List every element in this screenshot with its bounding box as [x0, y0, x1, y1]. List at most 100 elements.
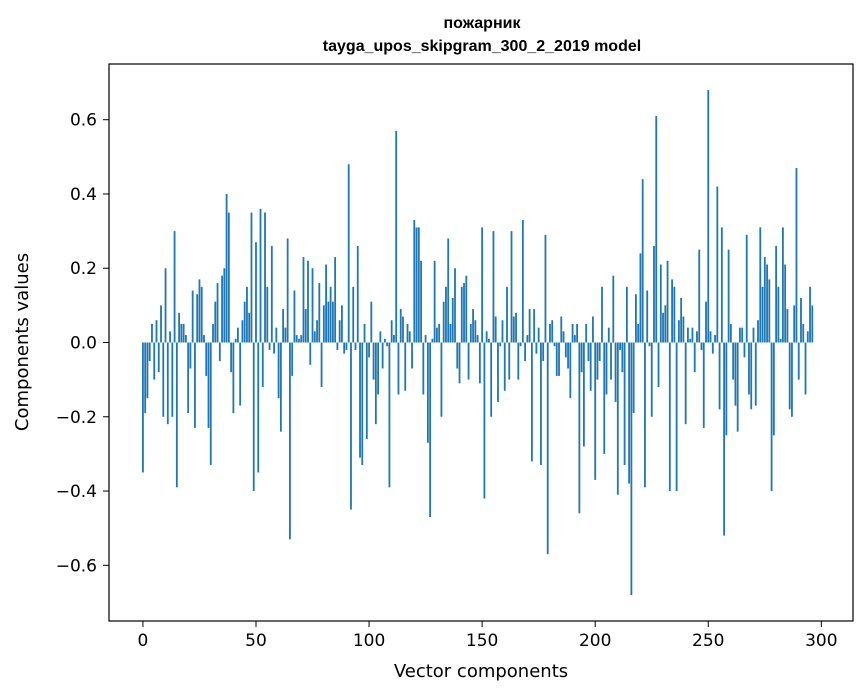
bar-131	[438, 323, 441, 343]
bar-102	[372, 342, 375, 380]
bar-123	[420, 260, 422, 343]
bar-100	[368, 342, 370, 358]
bar-30	[209, 342, 212, 466]
bar-279	[772, 342, 775, 436]
bar-243	[691, 327, 694, 343]
bar-136	[449, 323, 452, 343]
bar-214	[625, 286, 628, 343]
bar-97	[361, 342, 364, 466]
bar-228	[657, 342, 660, 388]
bar-23	[194, 342, 196, 428]
bar-51	[257, 342, 260, 473]
bar-222	[644, 342, 646, 488]
bar-256	[720, 227, 723, 343]
bar-25	[198, 279, 201, 343]
bar-219	[637, 323, 640, 343]
x-tick-label: 300	[805, 631, 837, 651]
y-tick-label: −0.4	[56, 482, 97, 502]
bar-37	[225, 193, 228, 343]
bar-190	[571, 323, 574, 343]
y-tick-label: 0.0	[70, 334, 97, 354]
bar-56	[268, 342, 271, 350]
bar-58	[273, 342, 275, 354]
bar-35	[221, 275, 223, 343]
bar-177	[542, 342, 545, 362]
bar-42	[236, 327, 239, 343]
bar-10	[164, 268, 167, 343]
bar-53	[261, 342, 264, 388]
bar-246	[698, 249, 701, 343]
bar-11	[166, 342, 169, 425]
bar-20	[187, 342, 190, 414]
bar-211	[619, 342, 621, 350]
bar-263	[736, 342, 739, 432]
bar-206	[607, 327, 610, 343]
bar-281	[777, 286, 780, 343]
bar-224	[648, 342, 651, 347]
bar-22	[191, 290, 194, 343]
bar-198	[589, 342, 592, 391]
bar-146	[472, 309, 474, 343]
bar-158	[499, 342, 502, 347]
bar-270	[752, 327, 755, 343]
bar-31	[212, 323, 214, 343]
bar-41	[234, 338, 237, 343]
bar-40	[232, 342, 235, 414]
bar-216	[630, 342, 633, 596]
bar-29	[207, 342, 210, 428]
bar-269	[750, 342, 753, 410]
bar-66	[291, 342, 294, 376]
bar-180	[549, 323, 551, 343]
bar-217	[632, 342, 635, 414]
bar-93	[352, 286, 355, 343]
bar-203	[601, 286, 603, 343]
bar-5	[153, 342, 156, 380]
bar-106	[381, 342, 384, 369]
bar-96	[359, 342, 361, 458]
bar-98	[363, 323, 366, 343]
bar-152	[485, 331, 488, 343]
bar-197	[587, 342, 590, 362]
x-axis-label: Vector components	[394, 661, 568, 682]
bar-90	[345, 342, 348, 350]
bar-284	[784, 264, 787, 343]
bar-128	[431, 338, 434, 343]
bar-189	[569, 342, 572, 399]
bar-199	[592, 316, 594, 343]
bar-33	[216, 283, 219, 343]
bar-115	[402, 316, 404, 343]
bar-241	[687, 327, 689, 343]
bar-26	[200, 286, 203, 343]
bar-156	[494, 316, 497, 343]
bar-165	[515, 312, 517, 343]
bar-81	[325, 264, 327, 343]
bar-207	[610, 342, 612, 380]
bar-120	[413, 219, 416, 343]
bar-75	[311, 268, 314, 343]
bar-275	[763, 257, 766, 343]
bar-237	[677, 320, 680, 343]
bar-125	[424, 335, 427, 343]
bar-27	[203, 335, 205, 343]
bar-1	[144, 342, 147, 414]
bar-205	[605, 342, 608, 395]
bar-16	[178, 312, 181, 343]
x-tick-label: 250	[692, 631, 724, 651]
bar-188	[567, 342, 569, 369]
bar-226	[653, 245, 655, 343]
bar-84	[331, 301, 334, 343]
bar-54	[264, 212, 266, 343]
bar-141	[460, 286, 463, 343]
bar-104	[377, 342, 380, 395]
bar-286	[788, 342, 791, 410]
bar-85	[334, 257, 337, 343]
bar-220	[639, 253, 642, 343]
bar-6	[155, 320, 158, 343]
bar-258	[725, 342, 728, 436]
bar-14	[173, 231, 176, 343]
bar-153	[488, 338, 490, 343]
bar-39	[230, 342, 233, 373]
bar-278	[770, 342, 773, 492]
bar-109	[388, 342, 391, 488]
